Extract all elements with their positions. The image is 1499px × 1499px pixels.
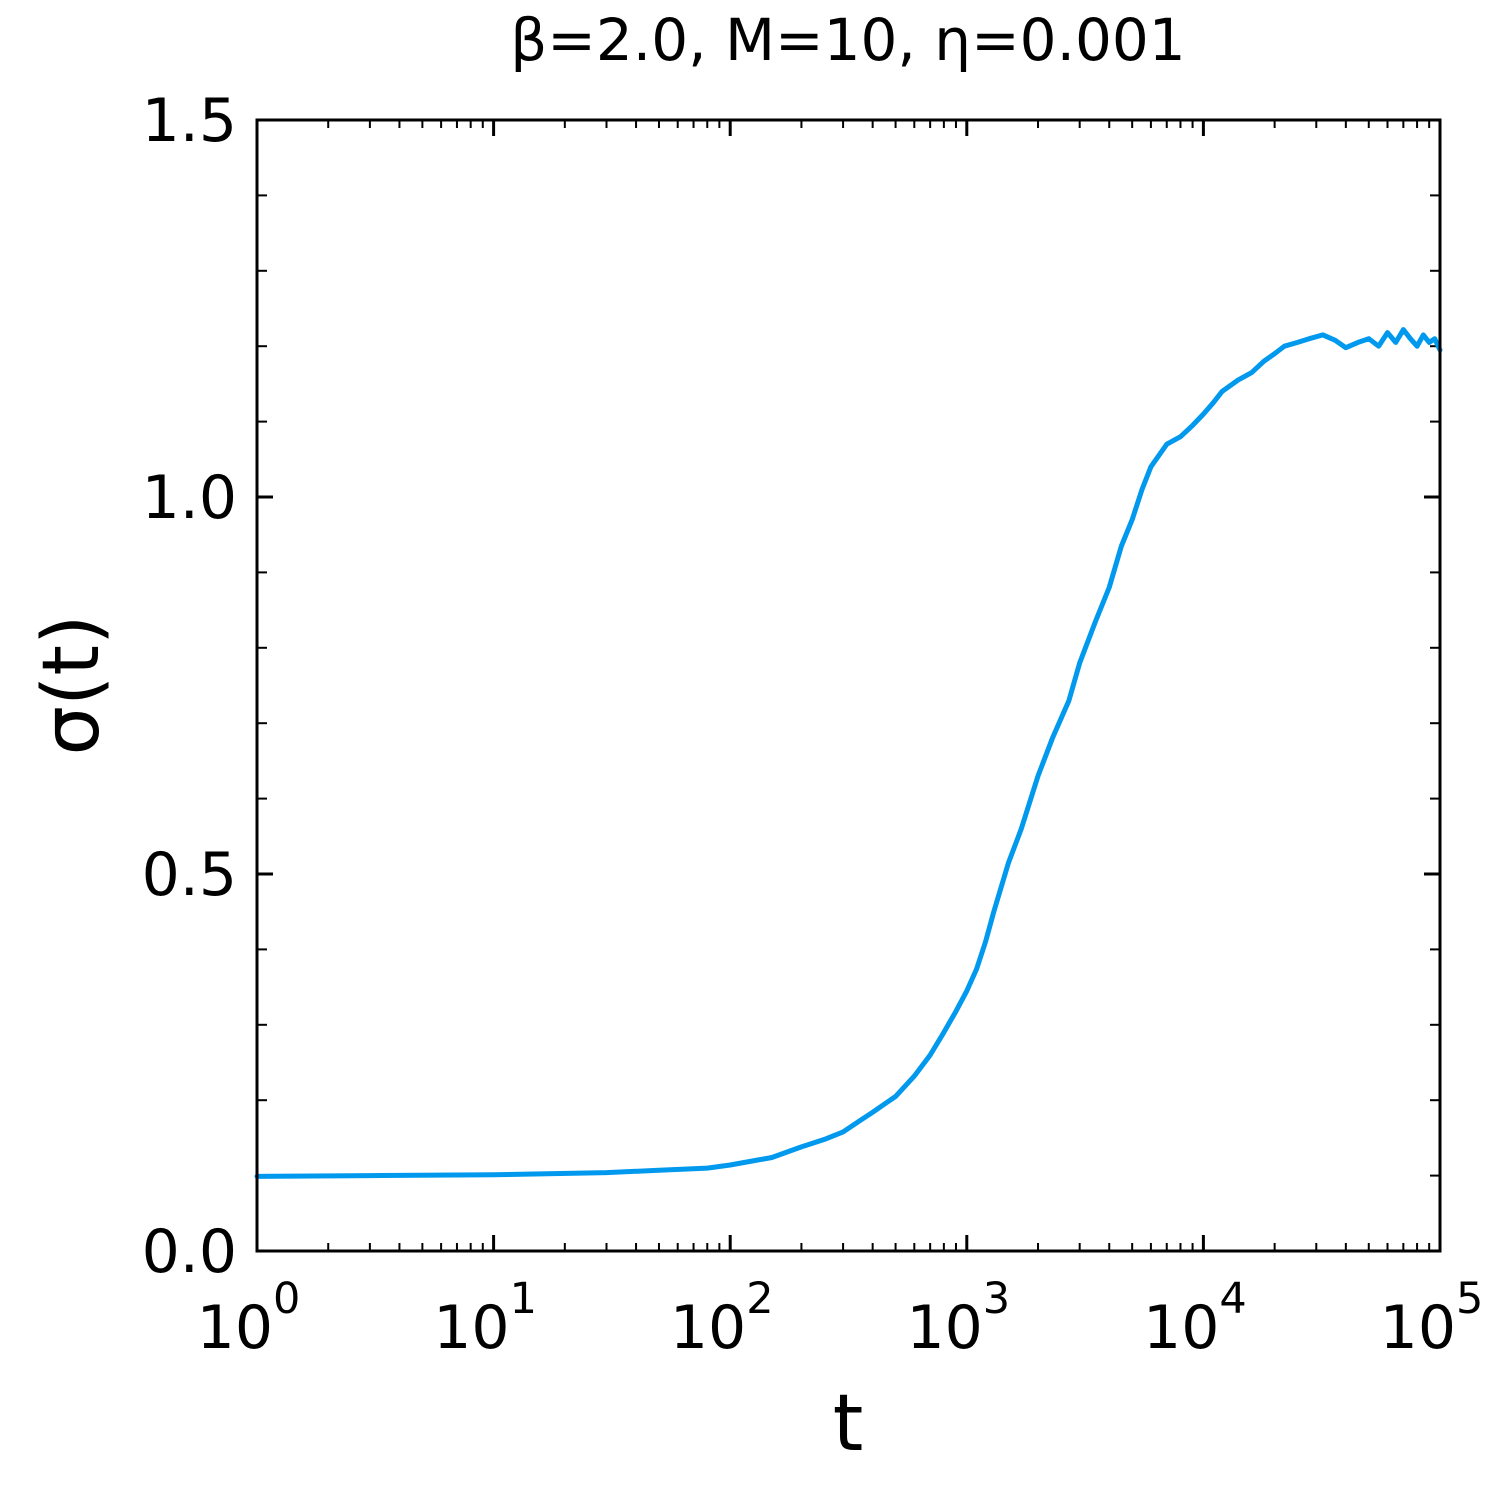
chart-title: β=2.0, M=10, η=0.001 — [510, 6, 1185, 74]
x-tick-exponent: 3 — [983, 1274, 1010, 1324]
x-tick-label: 10 1 — [433, 1274, 537, 1363]
x-tick-label: 10 5 — [1380, 1274, 1484, 1363]
x-tick-base: 10 — [906, 1293, 982, 1363]
x-tick-base: 10 — [1143, 1293, 1219, 1363]
series-layer — [254, 327, 1443, 1179]
x-tick-exponent: 1 — [510, 1274, 537, 1324]
x-tick-exponent: 0 — [273, 1274, 300, 1324]
y-axis-title: σ(t) — [27, 615, 117, 756]
x-tick-base: 10 — [197, 1293, 273, 1363]
x-tick-base: 10 — [433, 1293, 509, 1363]
y-tick-label: 0.0 — [142, 1217, 237, 1287]
series-line — [254, 327, 1443, 1179]
x-tick-label: 10 4 — [1143, 1274, 1247, 1363]
x-tick-exponent: 4 — [1219, 1274, 1246, 1324]
x-axis-title: t — [833, 1379, 864, 1469]
tick-labels-layer: 10 0 10 1 10 2 10 3 10 4 10 50.00.51.01.5 — [142, 86, 1484, 1363]
plot-frame — [255, 118, 1442, 1253]
y-tick-label: 1.5 — [142, 86, 237, 156]
x-tick-exponent: 5 — [1456, 1274, 1483, 1324]
x-tick-label: 10 0 — [197, 1274, 301, 1363]
ticks-layer — [255, 118, 1442, 1253]
x-tick-label: 10 2 — [670, 1274, 774, 1363]
x-tick-base: 10 — [670, 1293, 746, 1363]
x-tick-label: 10 3 — [906, 1274, 1010, 1363]
x-tick-base: 10 — [1380, 1293, 1456, 1363]
y-tick-label: 0.5 — [142, 840, 237, 910]
x-tick-exponent: 2 — [746, 1274, 773, 1324]
y-tick-label: 1.0 — [142, 463, 237, 533]
